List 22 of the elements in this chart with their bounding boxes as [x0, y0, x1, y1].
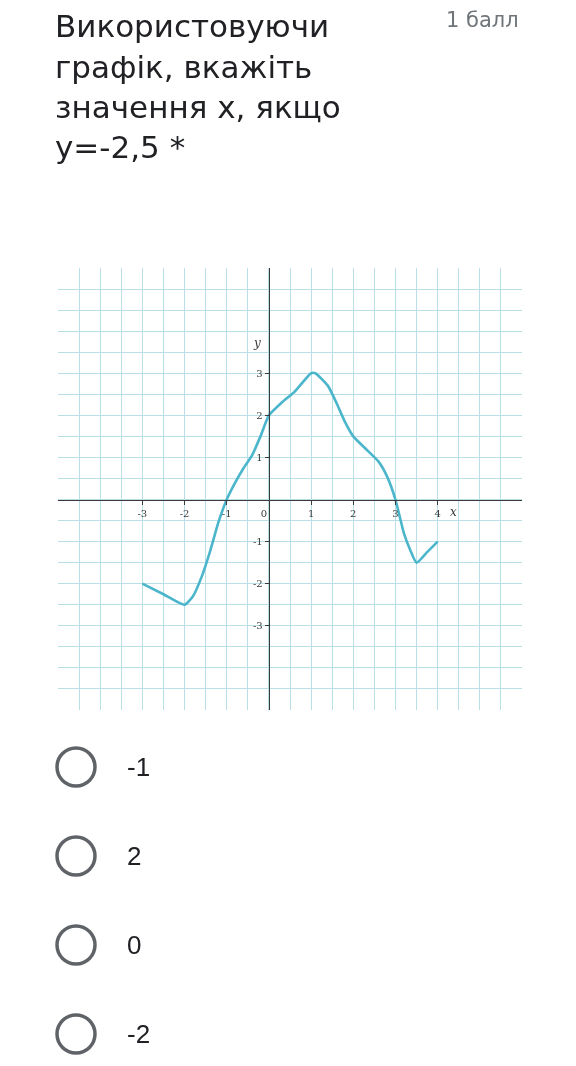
x-tick-label: 2 [350, 507, 357, 519]
chart-title: Використовуючи графік, вкажіть значення х, якщо у=-2,5 * [55, 8, 341, 166]
x-tick-label: 4 [434, 507, 441, 519]
text: -2 [127, 1019, 151, 1049]
x-tick-label: -1 [221, 507, 232, 519]
x-tick-label: -2 [179, 507, 190, 519]
x-tick-label: 1 [307, 507, 315, 519]
x-tick-label: 0 [260, 507, 268, 519]
text: -1 [127, 752, 151, 782]
x-tick-label: -3 [137, 507, 148, 519]
y-tick-label: 1 [256, 451, 263, 463]
text: 2 [127, 841, 142, 871]
y-tick-label: 3 [256, 367, 263, 379]
chart-subtitle: 1 балл [446, 8, 519, 32]
y-axis-title: y [253, 336, 261, 350]
x-axis-title: x [450, 505, 457, 519]
text: 0 [127, 930, 142, 960]
x-tick-label: 3 [392, 507, 399, 519]
y-tick-label: -1 [252, 536, 263, 548]
y-tick-label: -3 [252, 620, 263, 632]
y-tick-label: -2 [252, 578, 263, 590]
y-tick-label: 2 [256, 409, 263, 421]
